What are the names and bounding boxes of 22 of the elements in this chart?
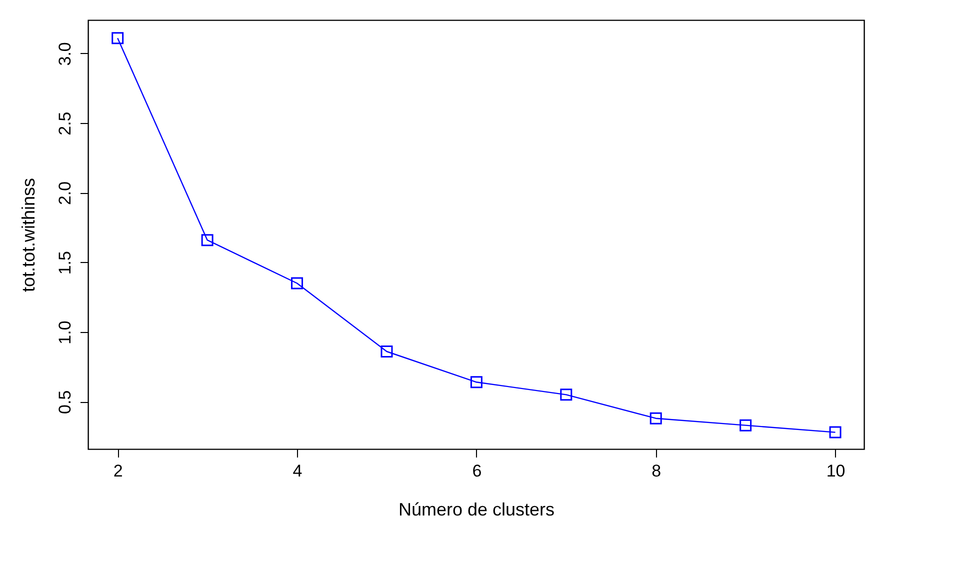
point xyxy=(112,32,124,44)
point xyxy=(740,419,752,432)
point xyxy=(380,346,393,358)
y-axis-title: tot.tot.withinss xyxy=(18,178,38,292)
x-tick-label: 8 xyxy=(652,462,662,480)
x-tick-label: 2 xyxy=(113,462,123,480)
point xyxy=(470,376,482,388)
y-tick-label: 2.5 xyxy=(56,112,74,136)
x-axis-title: Número de clusters xyxy=(398,500,555,520)
x-tick-label: 10 xyxy=(826,462,846,480)
x-tick-label: 4 xyxy=(292,462,302,480)
y-tick-label: 0.5 xyxy=(56,390,74,414)
point xyxy=(650,412,662,424)
y-tick-label: 1.5 xyxy=(56,251,74,275)
x-tick-label: 6 xyxy=(472,462,482,480)
point xyxy=(560,388,572,401)
point xyxy=(201,234,214,246)
y-tick-label: 3.0 xyxy=(56,42,74,66)
point xyxy=(829,426,842,438)
point xyxy=(291,277,304,290)
y-tick-label: 2.0 xyxy=(56,181,74,206)
y-tick-label: 1.0 xyxy=(56,320,74,344)
